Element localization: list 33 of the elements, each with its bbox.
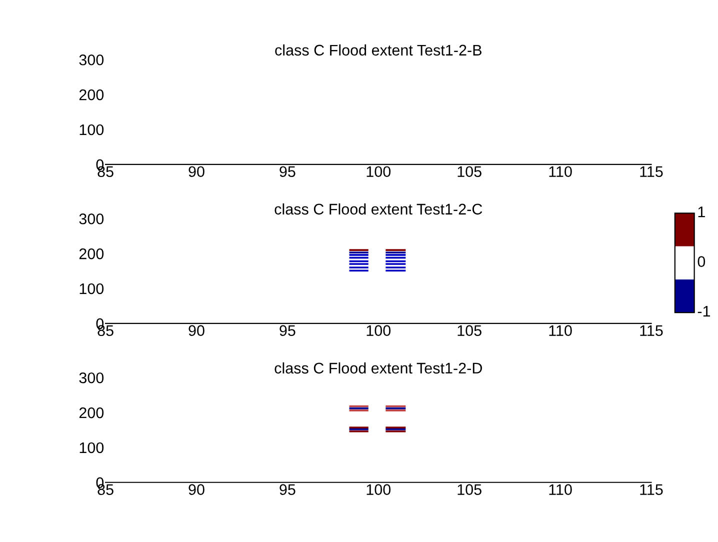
y-tick-label: 200: [79, 407, 104, 418]
y-tick-label: 300: [79, 213, 104, 224]
x-tick-label: 100: [366, 484, 391, 495]
text: 1: [698, 206, 705, 218]
text: -1: [698, 306, 710, 317]
chart-title: class C Flood extent Test1-2-C: [274, 203, 482, 215]
x-tick-label: 105: [458, 166, 482, 178]
y-tick-label: 100: [80, 124, 104, 136]
x-tick-label: 100: [366, 166, 391, 178]
x-tick-label: 105: [458, 484, 482, 495]
x-tick-label: 90: [188, 166, 204, 178]
y-tick-label: 300: [79, 54, 104, 66]
x-tick-label: 105: [458, 325, 482, 336]
y-tick-label: 300: [79, 372, 104, 384]
chart-title: class C Flood extent Test1-2-D: [274, 362, 482, 374]
y-tick-label: 200: [79, 248, 104, 260]
x-tick-label: 90: [188, 325, 204, 336]
x-tick-label: 95: [280, 484, 296, 495]
x-tick-label: 110: [549, 325, 572, 336]
x-tick-label: 100: [366, 325, 391, 336]
y-tick-label: 200: [79, 89, 104, 100]
x-tick-label: 110: [549, 166, 572, 178]
x-tick-label: 115: [640, 166, 663, 178]
y-tick-label: 100: [80, 283, 104, 294]
chart-title: class C Flood extent Test1-2-B: [275, 44, 482, 56]
text: 0: [698, 256, 706, 267]
x-tick-label: 115: [640, 484, 663, 495]
x-tick-label: 95: [280, 166, 296, 178]
y-tick-label: 100: [80, 442, 104, 454]
x-tick-label: 95: [280, 325, 296, 336]
x-tick-label: 110: [549, 484, 572, 495]
x-tick-label: 90: [188, 484, 204, 495]
x-tick-label: 115: [640, 325, 663, 336]
